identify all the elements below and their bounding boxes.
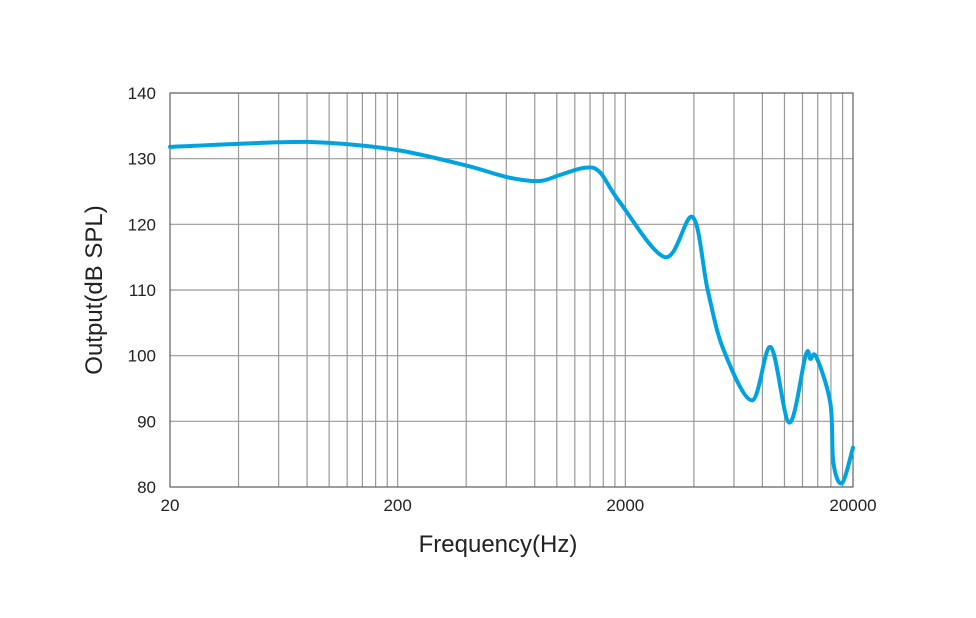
- x-tick-label: 2000: [606, 496, 644, 515]
- y-tick-label: 80: [137, 478, 156, 497]
- x-tick-label: 200: [383, 496, 411, 515]
- series-line: [168, 139, 855, 486]
- y-tick-label: 100: [128, 347, 156, 366]
- grid: [169, 92, 854, 488]
- y-tick-label: 110: [129, 281, 156, 300]
- plot-frame: [169, 92, 854, 488]
- x-axis-label: Frequency(Hz): [419, 531, 578, 558]
- tick-labels: 80 90 100 110 120 130 140 20 200 2000 20000: [128, 84, 877, 515]
- y-tick-label: 90: [137, 412, 156, 431]
- y-tick-label: 140: [128, 84, 156, 103]
- x-tick-label: 20000: [829, 496, 876, 515]
- y-tick-label: 120: [128, 215, 156, 234]
- x-tick-label: 20: [161, 496, 180, 515]
- y-tick-label: 130: [128, 150, 156, 169]
- y-axis-label: Output(dB SPL): [81, 205, 108, 374]
